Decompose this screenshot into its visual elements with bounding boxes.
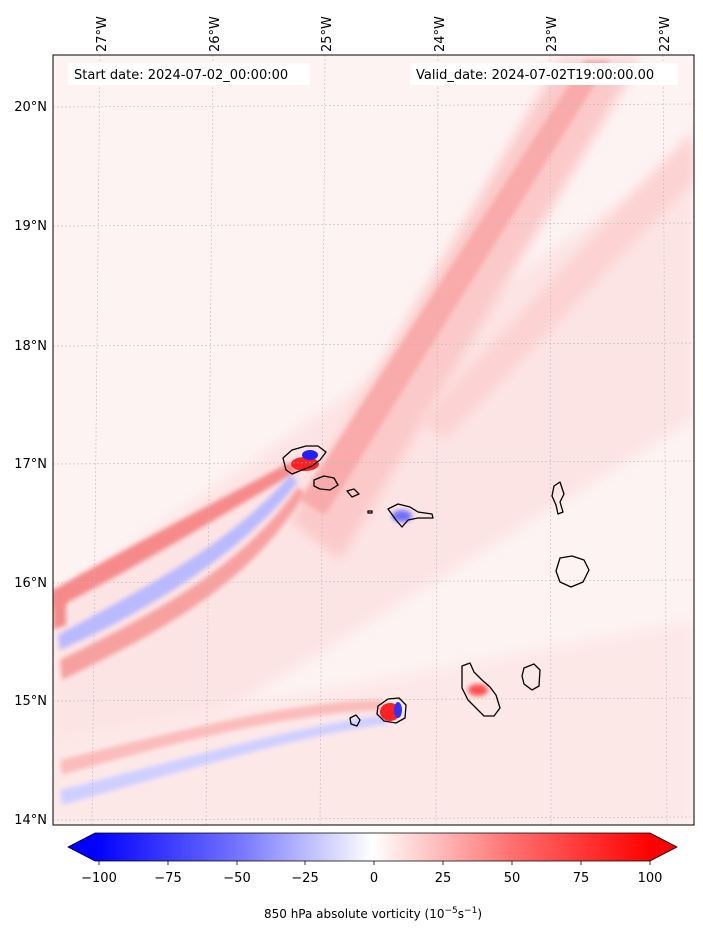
colorbar-extend-high: [650, 833, 677, 861]
gridline-lon-23w: [549, 55, 552, 825]
island-sao-nicolau: [387, 503, 434, 528]
colorbar-label: 850 hPa absolute vorticity (10−5s−1): [264, 906, 482, 921]
vorticity-band-core: [300, 60, 610, 515]
wake-positive-upper: [53, 462, 300, 610]
island-santo-antao: [282, 445, 327, 475]
wake-south-1: [60, 700, 385, 775]
gridline-lon-24w: [435, 55, 439, 825]
cbar-tick-100: 100: [638, 871, 663, 886]
gridline-lat-14n: [53, 816, 694, 821]
island-fogo: [376, 697, 407, 724]
island-santa-luzia: [346, 488, 360, 498]
header-start-box: [68, 63, 310, 85]
island-sao-vicente: [313, 475, 339, 491]
lon-label-27w: 27°W: [95, 16, 110, 52]
gridline-lat-17n: [53, 460, 694, 465]
colorbar: −100 −75 −50 −25 0 25 50 75 100 850 hPa …: [67, 832, 678, 921]
saonicolau-vortex: [392, 510, 412, 522]
wake-south-2: [60, 715, 388, 805]
island-vortex-blue: [302, 450, 318, 460]
wake-west-spot: [53, 590, 66, 630]
valid-date-label: Valid_date: 2024-07-02T19:00:00.00: [416, 68, 654, 83]
longitude-labels: 27°W 26°W 25°W 24°W 23°W 22°W: [95, 16, 673, 52]
lat-label-18n: 18°N: [14, 339, 47, 354]
vorticity-band-east: [420, 130, 694, 440]
lat-label-17n: 17°N: [14, 457, 47, 472]
colorbar-outline: [67, 832, 678, 862]
cbar-tick-75: 75: [573, 871, 590, 886]
lon-label-26w: 26°W: [208, 16, 223, 52]
map-panel: Start date: 2024-07-02_00:00:00 Valid_da…: [14, 16, 695, 828]
lat-label-16n: 16°N: [14, 576, 47, 591]
colorbar-label-end: ): [477, 907, 482, 921]
colorbar-label-main: 850 hPa absolute vorticity (10: [264, 907, 445, 921]
vorticity-field: [53, 60, 694, 825]
cbar-tick-neg25: −25: [291, 871, 318, 886]
island-raso: [367, 510, 373, 514]
cbar-tick-neg100: −100: [81, 871, 117, 886]
gridline-lat-15n: [53, 697, 694, 702]
lon-label-25w: 25°W: [320, 16, 335, 52]
wake-negative: [58, 475, 298, 650]
cbar-tick-50: 50: [504, 871, 521, 886]
vorticity-band-main: [290, 60, 640, 560]
gridline-lon-25w: [319, 55, 326, 825]
colorbar-gradient: [95, 833, 650, 861]
gridlines: [53, 55, 694, 825]
gridline-lat-18n: [53, 342, 694, 347]
island-sal: [551, 481, 565, 515]
gridline-lon-27w: [91, 55, 101, 825]
boavista-vortex: [468, 684, 488, 696]
island-vortex-red: [291, 457, 319, 471]
header-valid-box: [410, 63, 678, 85]
coastlines: [282, 445, 590, 727]
lat-label-20n: 20°N: [14, 100, 47, 115]
lat-label-19n: 19°N: [14, 219, 47, 234]
colorbar-ticks: [98, 861, 651, 865]
colorbar-label-exp1: −5: [445, 906, 458, 916]
colorbar-extend-low: [68, 833, 95, 861]
island-maio: [521, 663, 541, 691]
lat-label-15n: 15°N: [14, 694, 47, 709]
island-boa-vista: [555, 555, 590, 588]
colorbar-label-mid: s: [458, 907, 464, 921]
lon-label-23w: 23°W: [545, 16, 560, 52]
start-date-label: Start date: 2024-07-02_00:00:00: [74, 68, 288, 83]
cbar-tick-neg50: −50: [223, 871, 250, 886]
lon-label-22w: 22°W: [658, 16, 673, 52]
colorbar-tick-labels: −100 −75 −50 −25 0 25 50 75 100: [81, 871, 662, 886]
gridline-lat-20n: [53, 103, 694, 108]
cbar-tick-0: 0: [370, 871, 378, 886]
latitude-labels: 20°N 19°N 18°N 17°N 16°N 15°N 14°N: [14, 100, 47, 828]
lat-label-14n: 14°N: [14, 813, 47, 828]
wake-positive-lower: [60, 487, 305, 680]
island-brava: [349, 714, 361, 727]
lon-label-24w: 24°W: [433, 16, 448, 52]
gridline-lon-26w: [205, 55, 214, 825]
map-frame: [52, 54, 695, 826]
gridline-lon-22w: [662, 55, 668, 825]
cbar-tick-neg75: −75: [154, 871, 181, 886]
colorbar-label-exp2: −1: [464, 906, 477, 916]
gridline-lat-19n: [53, 222, 694, 227]
gridline-lat-16n: [53, 579, 694, 584]
fogo-vortex-blue: [394, 702, 402, 718]
island-santiago: [461, 662, 501, 717]
cbar-tick-25: 25: [435, 871, 452, 886]
